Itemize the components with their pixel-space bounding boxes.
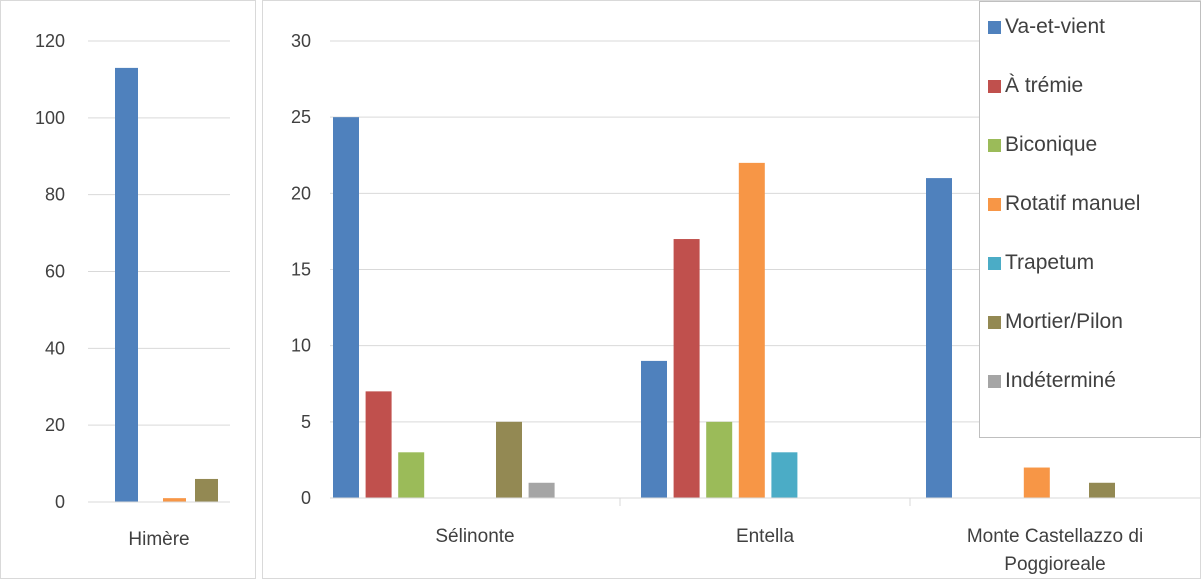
legend-item-va-et-vient: Va-et-vient	[988, 12, 1105, 42]
bar-entella-va-et-vient	[641, 360, 667, 498]
y-tick-label: 5	[301, 412, 311, 432]
bar-himere-va-et-vient	[115, 67, 138, 503]
legend-label: À trémie	[1005, 74, 1084, 97]
x-category-label: Entella	[736, 526, 795, 547]
y-tick-label: 0	[55, 492, 65, 512]
bar-entella-trapetum	[771, 452, 798, 498]
bar-himere-mortier-pilon	[195, 478, 218, 502]
legend-label: Indéterminé	[1005, 369, 1116, 392]
bar-selinonte-biconique	[398, 452, 425, 498]
legend-item-mortier-pilon: Mortier/Pilon	[988, 307, 1123, 337]
y-tick-label: 60	[45, 262, 65, 282]
y-tick-label: 120	[35, 31, 65, 51]
bar-monte-castellazzo-di-poggioreale-mortier-pilon	[1089, 482, 1115, 498]
legend-item-rotatif-manuel: Rotatif manuel	[988, 189, 1140, 219]
legend-label: Mortier/Pilon	[1005, 310, 1123, 333]
x-category-label: Himère	[128, 529, 189, 550]
legend-label: Biconique	[1005, 133, 1098, 156]
bar-selinonte-va-et-vient	[333, 117, 359, 499]
legend-swatch	[988, 374, 1001, 388]
y-tick-label: 80	[45, 185, 65, 205]
legend-swatch	[988, 197, 1001, 211]
legend-label: Va-et-vient	[1005, 15, 1105, 38]
legend-swatch	[988, 256, 1001, 270]
bar-monte-castellazzo-di-poggioreale-rotatif-manuel	[1023, 467, 1050, 498]
legend-item-indetermine: Indéterminé	[988, 366, 1116, 396]
chart-panel-himere: 0 20 40 60 80 100 120 Himère	[0, 0, 256, 579]
x-category-label: Monte Castellazzo di	[967, 526, 1143, 547]
bar-entella-a-tremie	[673, 239, 700, 499]
legend-item-trapetum: Trapetum	[988, 248, 1094, 278]
bar-selinonte-indetermine	[528, 482, 555, 498]
chart-panel-sites: 0 5 10 15 20 25 30 Sélinonte Entella Monte Castel…	[262, 0, 1201, 579]
y-tick-label: 20	[291, 183, 311, 203]
y-tick-label: 25	[291, 107, 311, 127]
bar-entella-rotatif-manuel	[738, 162, 765, 498]
y-tick-label: 100	[35, 108, 65, 128]
legend-item-biconique: Biconique	[988, 130, 1097, 160]
chart-legend: Va-et-vient À trémie Biconique Rotatif manu…	[979, 1, 1201, 438]
y-tick-label: 0	[301, 488, 311, 508]
bar-selinonte-mortier-pilon	[496, 421, 522, 498]
chart-sites: 0 5 10 15 20 25 30 Sélinonte Entella Monte Castel…	[291, 31, 1200, 575]
legend-item-a-tremie: À trémie	[988, 71, 1083, 101]
y-tick-label: 30	[291, 31, 311, 51]
legend-swatch	[988, 20, 1001, 34]
bar-monte-castellazzo-di-poggioreale-va-et-vient	[926, 178, 952, 498]
y-tick-label: 15	[291, 260, 311, 280]
bar-himere-rotatif-manuel	[163, 498, 186, 502]
legend-swatch	[988, 138, 1001, 152]
bar-entella-biconique	[706, 421, 733, 498]
y-tick-label: 40	[45, 338, 65, 358]
bar-selinonte-a-tremie	[365, 391, 392, 498]
chart-himere: 0 20 40 60 80 100 120 Himère	[35, 31, 230, 550]
legend-label: Rotatif manuel	[1005, 192, 1141, 215]
legend-label: Trapetum	[1005, 251, 1095, 274]
x-category-label: Poggioreale	[1004, 554, 1105, 575]
legend-swatch	[988, 79, 1001, 93]
y-tick-label: 10	[291, 336, 311, 356]
x-category-label: Sélinonte	[435, 526, 514, 547]
y-tick-label: 20	[45, 415, 65, 435]
legend-swatch	[988, 315, 1001, 329]
